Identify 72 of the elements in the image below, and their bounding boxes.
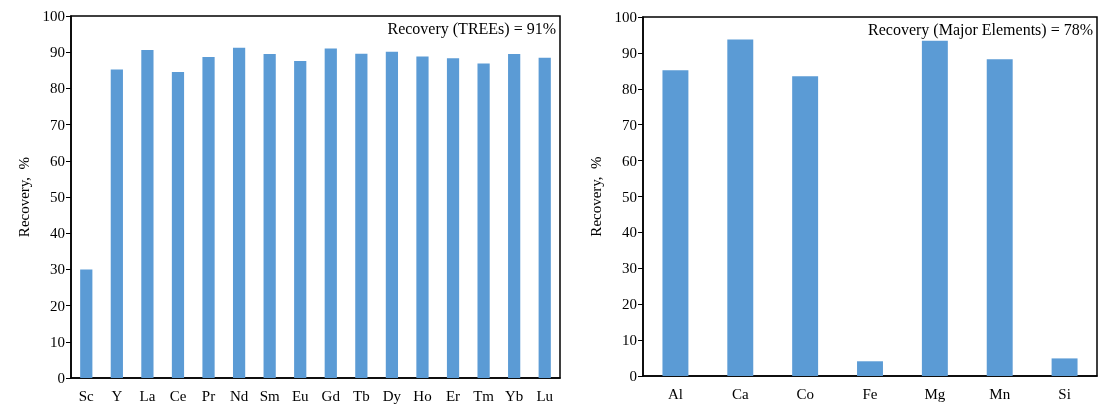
x-tick-label: Al <box>667 385 683 402</box>
y-tick-label: 0 <box>57 370 65 386</box>
y-tick-label: 20 <box>50 297 65 314</box>
y-tick-label: 70 <box>622 116 637 133</box>
bar <box>171 72 185 378</box>
bar <box>727 39 754 376</box>
x-tick-label: Ca <box>731 385 749 402</box>
x-tick-label: Nd <box>229 387 249 404</box>
x-tick-label: Gd <box>321 387 341 404</box>
x-tick-label: Lu <box>536 387 554 404</box>
bar <box>538 57 551 378</box>
x-tick-label: Tm <box>473 387 495 404</box>
y-tick-label: 100 <box>614 9 637 25</box>
y-tick-label: 10 <box>622 332 637 349</box>
y-tick-label: 60 <box>622 152 637 169</box>
bar <box>110 69 123 378</box>
y-tick-label: 30 <box>50 261 65 278</box>
bar <box>446 58 460 378</box>
y-tick-label: 0 <box>629 368 637 384</box>
bar <box>263 54 276 378</box>
bar <box>355 53 368 378</box>
bar <box>662 70 689 376</box>
y-tick-label: 60 <box>50 152 65 169</box>
bar <box>857 361 883 376</box>
bar <box>232 47 246 378</box>
x-tick-label: Co <box>796 385 814 402</box>
y-tick-label: 40 <box>50 225 65 242</box>
x-tick-label: Pr <box>201 387 216 404</box>
bar <box>986 59 1013 376</box>
y-tick-label: 80 <box>50 80 65 97</box>
x-tick-label: Ce <box>169 387 187 404</box>
annotation: Recovery (TREEs) = 91% <box>387 19 556 38</box>
y-tick-label: 100 <box>42 8 65 24</box>
y-tick-label: 20 <box>622 296 637 313</box>
x-tick-label: Tb <box>353 387 370 404</box>
x-tick-label: Eu <box>291 387 310 404</box>
y-tick-label: 10 <box>50 333 65 350</box>
y-tick-label: 50 <box>622 188 637 205</box>
y-tick-label: 70 <box>50 116 65 133</box>
bar <box>324 48 337 378</box>
x-tick-label: Ho <box>413 387 432 404</box>
bar <box>202 56 215 378</box>
bar <box>80 269 93 378</box>
bar <box>1051 358 1078 376</box>
y-axis-title: Recovery, % <box>587 156 604 237</box>
x-tick-label: Sc <box>78 387 95 404</box>
x-tick-label: Mg <box>924 385 946 402</box>
x-tick-label: La <box>139 387 156 404</box>
x-tick-label: Sm <box>259 387 280 404</box>
y-tick-label: 80 <box>622 80 637 97</box>
y-tick-label: 90 <box>622 44 637 61</box>
x-tick-label: Y <box>111 387 123 404</box>
bar <box>294 60 307 378</box>
x-tick-label: Er <box>445 387 461 404</box>
x-tick-label: Dy <box>382 387 402 404</box>
x-tick-label: Fe <box>862 385 878 402</box>
y-tick-label: 50 <box>50 189 65 205</box>
bar <box>141 50 154 378</box>
x-tick-label: Yb <box>504 387 524 404</box>
y-tick-label: 30 <box>622 260 637 277</box>
y-axis-title: Recovery, % <box>15 156 32 238</box>
bar <box>416 56 429 378</box>
bar <box>792 76 819 376</box>
bar <box>385 51 399 378</box>
bar <box>477 63 490 378</box>
annotation: Recovery (Major Elements) = 78% <box>868 20 1093 39</box>
y-tick-label: 90 <box>50 44 65 61</box>
bar <box>921 40 948 376</box>
y-tick-label: 40 <box>622 224 637 241</box>
bar <box>508 54 521 378</box>
x-tick-label: Si <box>1058 385 1071 402</box>
x-tick-label: Mn <box>989 385 1011 402</box>
